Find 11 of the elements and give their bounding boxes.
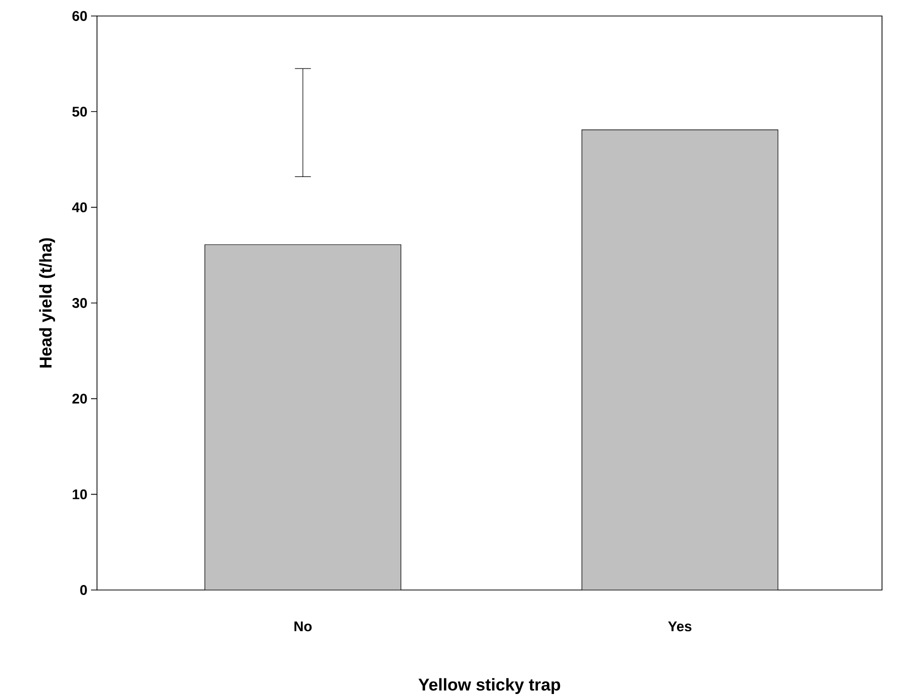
y-tick-label: 50 (72, 106, 87, 117)
y-tick-label: 0 (80, 585, 87, 595)
y-tick-label: 10 (72, 489, 87, 500)
y-axis-title: Head yield (t/ha) (39, 238, 56, 368)
x-axis-title: Yellow sticky trap (418, 678, 560, 694)
y-tick-label: 40 (72, 202, 87, 212)
x-tick-label: No (294, 622, 312, 632)
y-tick-label: 30 (72, 298, 87, 308)
x-tick-label: Yes (668, 622, 692, 632)
y-tick-label: 20 (72, 394, 87, 404)
y-tick-label: 60 (72, 11, 87, 21)
